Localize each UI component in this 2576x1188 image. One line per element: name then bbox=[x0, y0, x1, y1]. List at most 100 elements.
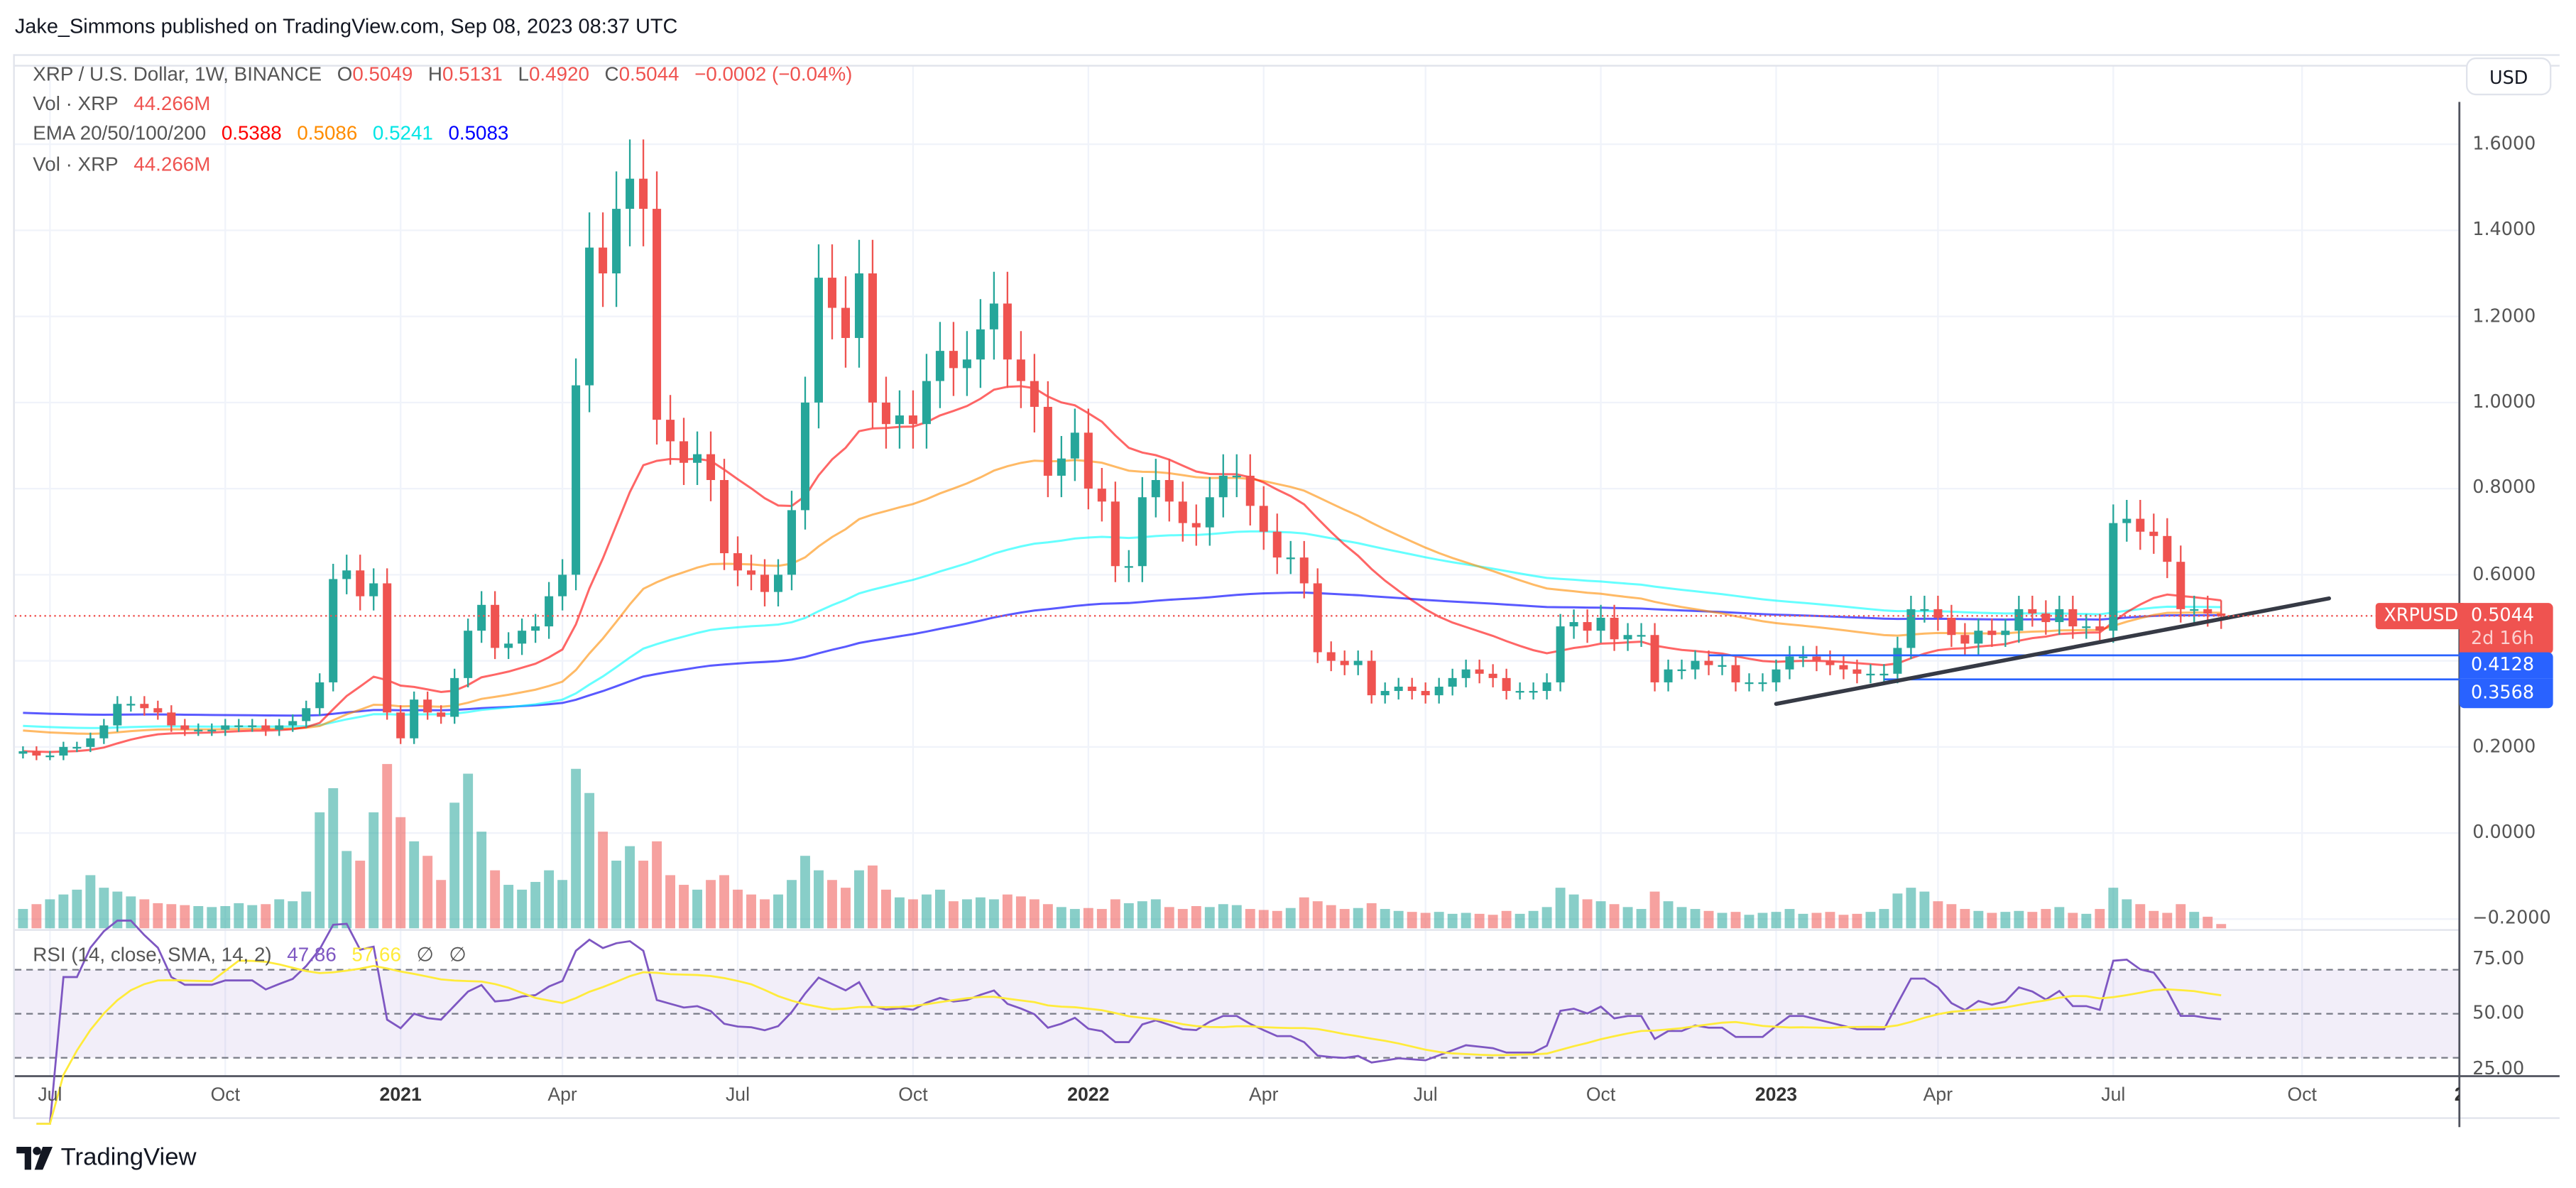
candle-body bbox=[1623, 635, 1632, 640]
volume-bar bbox=[907, 899, 918, 929]
candle-body bbox=[59, 746, 68, 756]
time-tick-label: Oct bbox=[2287, 1086, 2317, 1106]
candle-body bbox=[706, 454, 716, 480]
time-tick-label: Apr bbox=[1923, 1086, 1953, 1106]
candle-body bbox=[680, 441, 689, 463]
volume-bar bbox=[1649, 891, 1660, 929]
candle-body bbox=[1326, 652, 1336, 661]
candle-body bbox=[1637, 635, 1646, 637]
time-tick-label: Jul bbox=[2101, 1086, 2126, 1106]
volume-bar bbox=[975, 897, 986, 929]
time-tick-label: Jul bbox=[38, 1086, 62, 1106]
volume-bar bbox=[1434, 912, 1444, 929]
volume-bar bbox=[2027, 912, 2038, 929]
volume-label-2[interactable]: Vol · XRP bbox=[33, 153, 119, 176]
low-value: 0.4920 bbox=[528, 62, 589, 86]
volume-bar bbox=[827, 880, 837, 929]
volume-bar bbox=[1609, 904, 1620, 929]
candle-body bbox=[599, 247, 608, 274]
symbol-title[interactable]: XRP / U.S. Dollar, 1W, BINANCE bbox=[33, 62, 322, 86]
volume-bar bbox=[1555, 888, 1566, 929]
ema-label[interactable]: EMA 20/50/100/200 bbox=[33, 121, 207, 145]
candle-body bbox=[288, 721, 298, 726]
volume-bar bbox=[733, 889, 743, 929]
open-label: O bbox=[337, 62, 353, 86]
volume-bar bbox=[99, 888, 109, 929]
time-tick-label: 2021 bbox=[379, 1086, 422, 1106]
volume-bar bbox=[652, 841, 662, 929]
volume-bar bbox=[1258, 910, 1269, 929]
candle-body bbox=[693, 454, 702, 463]
volume-bar bbox=[961, 899, 972, 929]
volume-bar bbox=[1474, 913, 1485, 929]
ema200-value: 0.5083 bbox=[448, 121, 509, 145]
candle-body bbox=[1353, 660, 1363, 665]
time-tick-label: Apr bbox=[1249, 1086, 1279, 1106]
candle-body bbox=[1205, 497, 1214, 528]
volume-bar bbox=[1380, 909, 1390, 929]
volume-bar bbox=[1919, 891, 1930, 929]
candle-body bbox=[1947, 617, 1956, 636]
volume-bar bbox=[1528, 910, 1539, 929]
volume-label[interactable]: Vol · XRP bbox=[33, 92, 119, 115]
candle-body bbox=[1839, 665, 1848, 670]
volume-bar bbox=[2000, 912, 2011, 929]
candle-body bbox=[221, 725, 230, 730]
bar-countdown: 2d 16h bbox=[2470, 627, 2534, 649]
volume-bar bbox=[787, 880, 797, 929]
candle-body bbox=[1084, 432, 1093, 489]
volume-bar bbox=[1231, 905, 1242, 929]
currency-button[interactable]: USD bbox=[2466, 57, 2552, 96]
candle-body bbox=[1879, 673, 1889, 676]
volume-bar bbox=[2162, 912, 2173, 929]
logo-text: TradingView bbox=[60, 1143, 197, 1172]
candle-body bbox=[1218, 475, 1228, 498]
candle-body bbox=[113, 704, 122, 726]
candle-body bbox=[585, 247, 594, 386]
candle-body bbox=[1057, 458, 1066, 476]
symbol-legend: XRP / U.S. Dollar, 1W, BINANCE O0.5049 H… bbox=[33, 62, 862, 85]
rsi-na-1: ∅ bbox=[416, 943, 434, 966]
volume-bar bbox=[1811, 912, 1822, 929]
volume-bar bbox=[1690, 909, 1701, 929]
rsi-label[interactable]: RSI (14, close, SMA, 14, 2) bbox=[33, 943, 272, 966]
candle-body bbox=[45, 755, 55, 758]
time-tick-label: 2022 bbox=[1067, 1086, 1110, 1106]
volume-bar bbox=[1676, 907, 1687, 929]
candle-body bbox=[908, 415, 917, 425]
volume-bar bbox=[261, 904, 271, 929]
volume-bar bbox=[382, 763, 393, 929]
volume-bar bbox=[1326, 905, 1336, 929]
candle-body bbox=[207, 729, 217, 731]
volume-bar bbox=[1204, 907, 1215, 929]
open-value: 0.5049 bbox=[352, 62, 413, 86]
volume-bar bbox=[2149, 910, 2159, 929]
volume-bar bbox=[665, 875, 676, 929]
candle-body bbox=[1313, 583, 1322, 653]
volume-bar bbox=[234, 903, 244, 929]
volume-bar bbox=[2041, 909, 2051, 929]
candle-body bbox=[1542, 682, 1551, 692]
volume-bar bbox=[2108, 888, 2119, 929]
candle-body bbox=[1151, 479, 1160, 498]
candle-body bbox=[854, 273, 863, 338]
volume-bar bbox=[2014, 910, 2024, 929]
tradingview-logo[interactable]: TradingView bbox=[16, 1143, 197, 1172]
candle-body bbox=[1407, 686, 1417, 692]
volume-bar bbox=[18, 909, 28, 929]
volume-bar bbox=[1595, 901, 1606, 929]
volume-bar bbox=[1177, 909, 1188, 929]
volume-bar bbox=[584, 792, 595, 929]
volume-bar bbox=[530, 881, 541, 929]
candle-body bbox=[962, 359, 971, 369]
volume-bar bbox=[58, 894, 69, 929]
candle-body bbox=[868, 273, 877, 403]
trendline bbox=[1774, 596, 2331, 707]
time-tick-label: Oct bbox=[898, 1086, 928, 1106]
candle-body bbox=[437, 712, 446, 717]
ema50-value: 0.5086 bbox=[297, 121, 358, 145]
volume-bar bbox=[544, 870, 555, 929]
price-tick-label: 0.6000 bbox=[2472, 563, 2536, 585]
